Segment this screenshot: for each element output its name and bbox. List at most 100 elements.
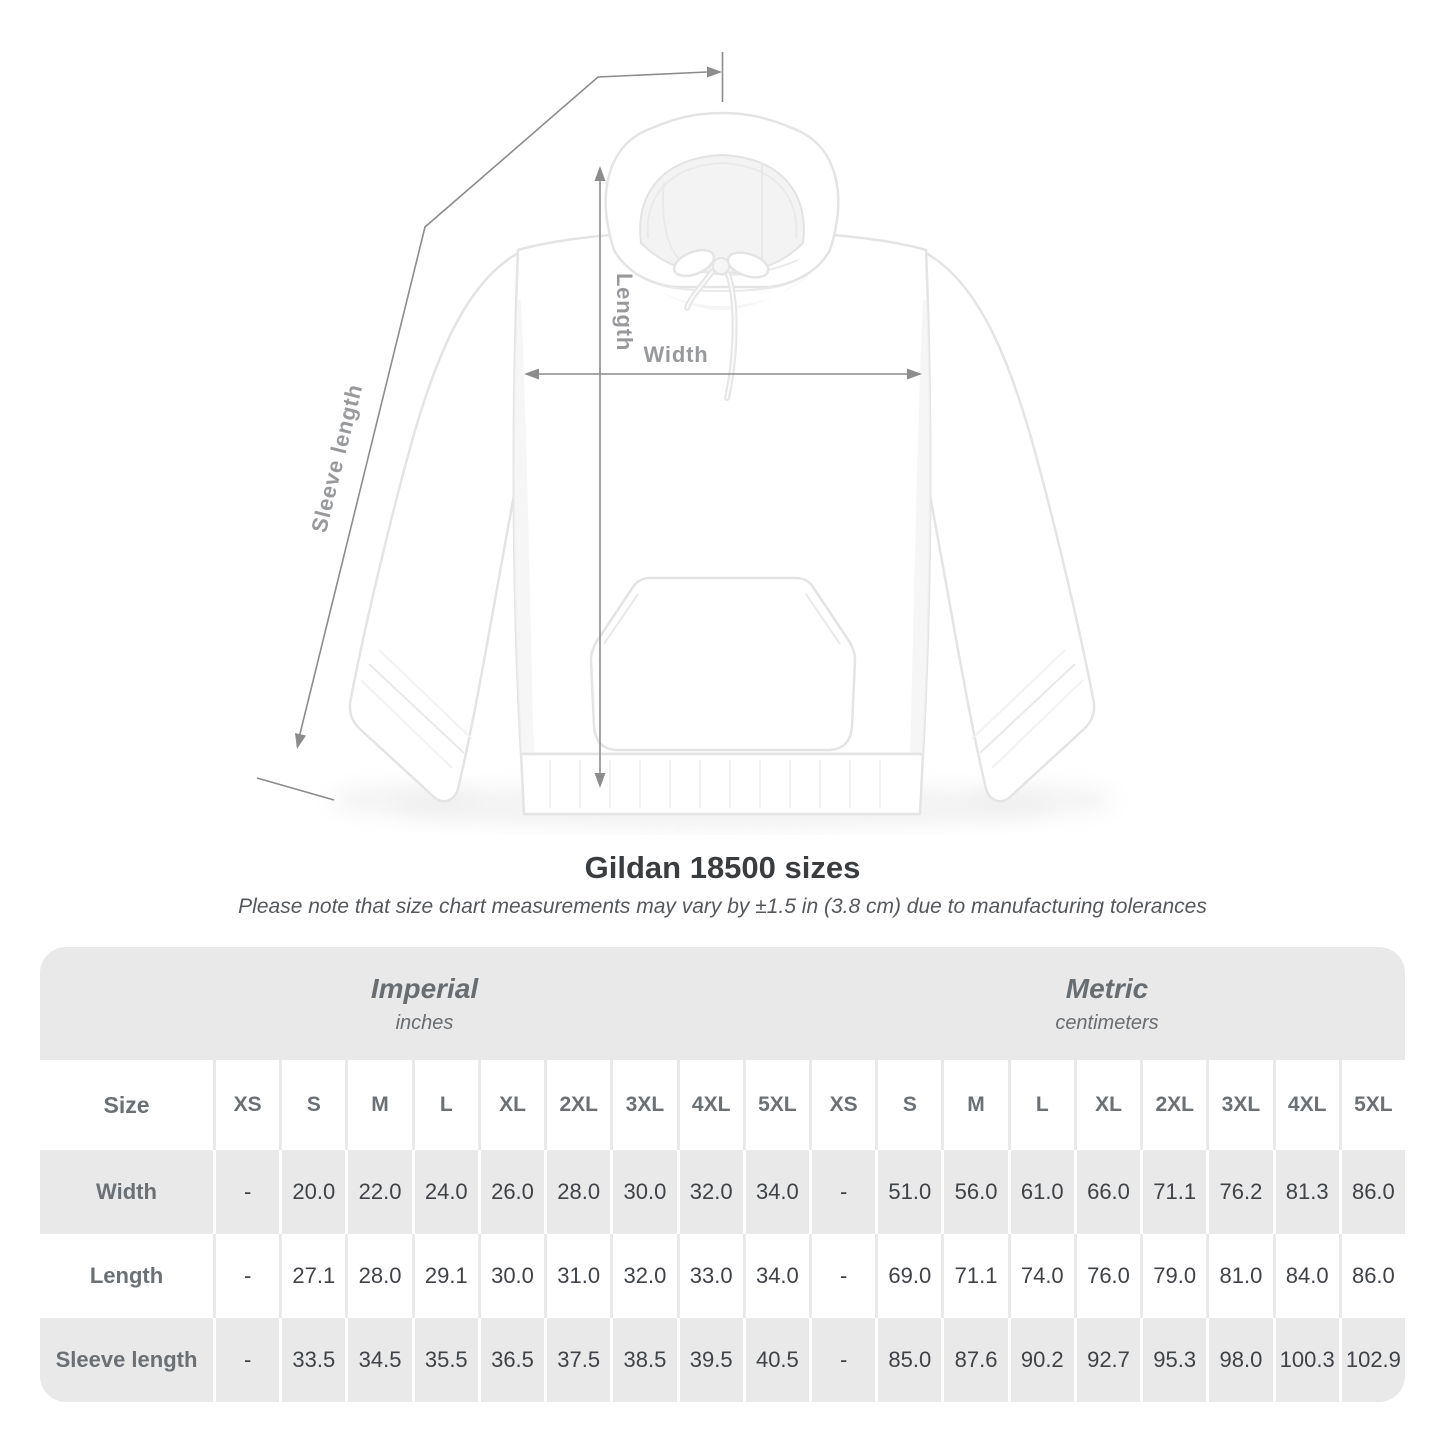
value-cell: - [213, 1150, 279, 1234]
size-header-metric-2xl: 2XL [1140, 1060, 1206, 1150]
metric-unit: centimeters [1055, 1011, 1159, 1034]
metric-heading: Metric [1065, 972, 1149, 1004]
row-label: Sleeve length [55, 1347, 198, 1372]
value-cell: 79.0 [1140, 1234, 1206, 1318]
size-header-metric-l: L [1007, 1060, 1074, 1150]
value-cell: 24.0 [411, 1150, 478, 1234]
value-cell: 40.5 [742, 1318, 809, 1402]
size-header-imperial-5xl: 5XL [742, 1060, 809, 1150]
tolerance-note: Please note that size chart measurements… [238, 895, 1207, 918]
value-cell: 33.0 [676, 1234, 743, 1318]
value-cell: 31.0 [544, 1234, 610, 1318]
size-header-imperial-xs: XS [213, 1060, 279, 1150]
value-cell: 37.5 [544, 1318, 610, 1402]
value-cell: - [808, 1318, 875, 1402]
size-header-metric-xl: XL [1073, 1060, 1140, 1150]
value-cell: - [213, 1318, 279, 1402]
value-cell: 81.0 [1206, 1234, 1272, 1318]
value-cell: 30.0 [477, 1234, 544, 1318]
size-header-imperial-4xl: 4XL [676, 1060, 743, 1150]
size-header-metric-4xl: 4XL [1272, 1060, 1339, 1150]
width-label: Width [644, 342, 709, 367]
hoodie-measurement-diagram: Sleeve length Length Width [256, 52, 1115, 830]
right-sleeve [921, 250, 1096, 803]
kangaroo-pocket [589, 576, 857, 752]
value-cell: 33.5 [279, 1318, 345, 1402]
unit-group-band: Imperial inches Metric centimeters [40, 947, 1405, 1060]
value-cell: 84.0 [1272, 1234, 1339, 1318]
value-cell: 36.5 [477, 1318, 544, 1402]
left-sleeve [348, 250, 523, 803]
width-measure: Width [524, 342, 922, 380]
hoodie-diagram-svg: Sleeve length Length Width [256, 52, 1115, 830]
page-title: Gildan 18500 sizes [584, 850, 861, 885]
value-cell: 29.1 [411, 1234, 478, 1318]
value-cell: 92.7 [1073, 1318, 1140, 1402]
value-cell: 71.1 [1140, 1150, 1206, 1234]
size-header-imperial-3xl: 3XL [610, 1060, 676, 1150]
value-cell: 76.2 [1206, 1150, 1272, 1234]
size-header-metric-m: M [941, 1060, 1007, 1150]
value-cell: 100.3 [1272, 1318, 1339, 1402]
value-cell: 51.0 [875, 1150, 941, 1234]
value-cell: - [808, 1234, 875, 1318]
value-cell: 76.0 [1073, 1234, 1140, 1318]
value-cell: - [808, 1150, 875, 1234]
unit-group-metric: Metric centimeters [809, 947, 1405, 1060]
value-cell: 90.2 [1007, 1318, 1074, 1402]
value-cell: 87.6 [941, 1318, 1007, 1402]
length-label: Length [612, 273, 637, 351]
size-header-imperial-s: S [279, 1060, 345, 1150]
value-cell: 86.0 [1338, 1234, 1405, 1318]
size-header-metric-s: S [875, 1060, 941, 1150]
row-label: Length [89, 1263, 164, 1288]
size-column-header: Size [103, 1091, 150, 1118]
value-cell: 34.0 [742, 1234, 809, 1318]
size-header-imperial-l: L [411, 1060, 478, 1150]
size-header-metric-xs: XS [808, 1060, 875, 1150]
value-cell: 95.3 [1140, 1318, 1206, 1402]
size-header-metric-5xl: 5XL [1338, 1060, 1405, 1150]
value-cell: 28.0 [544, 1150, 610, 1234]
value-cell: 32.0 [676, 1150, 743, 1234]
value-cell: 26.0 [477, 1150, 544, 1234]
size-chart-table: Imperial inches Metric centimeters Size X… [40, 947, 1405, 1402]
value-cell: 61.0 [1007, 1150, 1074, 1234]
measurement-row-sleeve-length: Sleeve length -33.5 34.5 35.5 36.5 37.5 38.5 39… [40, 1318, 1405, 1402]
value-cell: 27.1 [279, 1234, 345, 1318]
value-cell: 74.0 [1007, 1234, 1074, 1318]
size-chart-grid: Size XS S M L XL 2XL 3XL 4XL 5XL XS S M L XL 2XL 3XL 4XL 5… [40, 1060, 1405, 1402]
imperial-unit: inches [395, 1011, 454, 1034]
value-cell: - [213, 1234, 279, 1318]
unit-group-imperial: Imperial inches [40, 947, 809, 1060]
value-cell: 30.0 [610, 1150, 676, 1234]
size-header-imperial-xl: XL [477, 1060, 544, 1150]
value-cell: 20.0 [279, 1150, 345, 1234]
size-header-row: Size XS S M L XL 2XL 3XL 4XL 5XL XS S M L XL 2XL 3XL 4XL 5… [40, 1060, 1405, 1150]
measurement-row-length: Length -27.1 28.0 29.1 30.0 31.0 32.0 33.0 34.0-… [40, 1234, 1405, 1318]
value-cell: 38.5 [610, 1318, 676, 1402]
value-cell: 22.0 [345, 1150, 411, 1234]
imperial-heading: Imperial [370, 972, 479, 1004]
length-measure: Length [594, 166, 637, 788]
hem-band [519, 752, 925, 816]
size-header-metric-3xl: 3XL [1206, 1060, 1272, 1150]
hood-opening [639, 153, 805, 275]
value-cell: 71.1 [941, 1234, 1007, 1318]
size-header-imperial-m: M [345, 1060, 411, 1150]
value-cell: 86.0 [1338, 1150, 1405, 1234]
value-cell: 35.5 [411, 1318, 478, 1402]
size-header-imperial-2xl: 2XL [544, 1060, 610, 1150]
measurement-row-width: Width -20.0 22.0 24.0 26.0 28.0 30.0 32.0 34.0-5… [40, 1150, 1405, 1234]
hoodie-illustration [348, 111, 1096, 816]
value-cell: 69.0 [875, 1234, 941, 1318]
value-cell: 34.0 [742, 1150, 809, 1234]
value-cell: 32.0 [610, 1234, 676, 1318]
sleeve-length-label: Sleeve length [306, 381, 367, 535]
value-cell: 34.5 [345, 1318, 411, 1402]
value-cell: 81.3 [1272, 1150, 1339, 1234]
value-cell: 102.9 [1338, 1318, 1405, 1402]
row-label: Width [96, 1179, 157, 1204]
value-cell: 28.0 [345, 1234, 411, 1318]
value-cell: 66.0 [1073, 1150, 1140, 1234]
